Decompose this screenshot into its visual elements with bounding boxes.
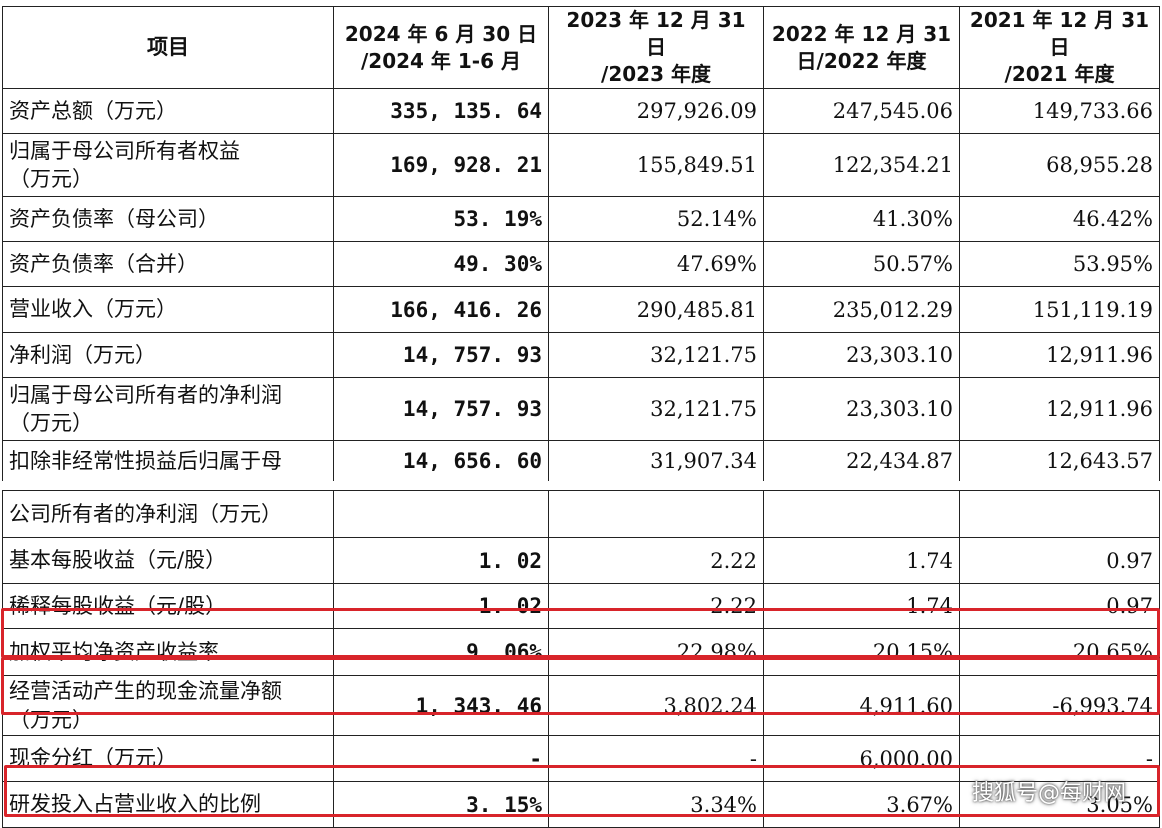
cell-2021: 149,733.66 bbox=[959, 88, 1160, 134]
cell-2022: 1.74 bbox=[763, 537, 960, 584]
cell-2021: 12,911.96 bbox=[959, 332, 1160, 378]
page-break-gap bbox=[2, 480, 1160, 491]
cell-2022: 20.15% bbox=[763, 628, 960, 676]
table-row: 扣除非经常性损益后归属于母 14, 656. 60 31,907.34 22,4… bbox=[2, 440, 1160, 481]
cell-2021: 0.97 bbox=[959, 537, 1160, 584]
row-label: 经营活动产生的现金流量净额 （万元） bbox=[2, 675, 334, 736]
row-label: 加权平均净资产收益率 bbox=[2, 628, 334, 676]
cell-2022: 41.30% bbox=[763, 196, 960, 242]
table-row: 资产负债率（母公司） 53. 19% 52.14% 41.30% 46.42% bbox=[2, 196, 1160, 242]
cell-2024: 1. 02 bbox=[333, 537, 549, 584]
row-label: 营业收入（万元） bbox=[2, 286, 334, 333]
table-row: 资产负债率（合并） 49. 30% 47.69% 50.57% 53.95% bbox=[2, 241, 1160, 287]
cell-2024 bbox=[333, 490, 549, 538]
cell-2022: 1.74 bbox=[763, 583, 960, 629]
cell-2022: 3.67% bbox=[763, 781, 960, 828]
cell-2024: 1, 343. 46 bbox=[333, 675, 549, 736]
header-2021: 2021 年 12 月 31 日/2021 年度 bbox=[959, 6, 1160, 89]
cell-2023: 3,802.24 bbox=[548, 675, 764, 736]
cell-2022: 4,911.60 bbox=[763, 675, 960, 736]
table-row: 经营活动产生的现金流量净额 （万元） 1, 343. 46 3,802.24 4,… bbox=[2, 675, 1160, 736]
cell-2021: 68,955.28 bbox=[959, 133, 1160, 197]
cell-2021 bbox=[959, 490, 1160, 538]
financial-table: 项目 2024 年 6 月 30 日/2024 年 1-6 月 2023 年 1… bbox=[2, 6, 1160, 828]
cell-2023: 52.14% bbox=[548, 196, 764, 242]
cell-2024: 53. 19% bbox=[333, 196, 549, 242]
cell-2022: 122,354.21 bbox=[763, 133, 960, 197]
cell-2024: 169, 928. 21 bbox=[333, 133, 549, 197]
row-label: 稀释每股收益（元/股） bbox=[2, 583, 334, 629]
row-label: 资产总额（万元） bbox=[2, 88, 334, 134]
cell-2024: 335, 135. 64 bbox=[333, 88, 549, 134]
cell-2022: 235,012.29 bbox=[763, 286, 960, 333]
cell-2021: 151,119.19 bbox=[959, 286, 1160, 333]
table-row: 营业收入（万元） 166, 416. 26 290,485.81 235,012… bbox=[2, 286, 1160, 333]
header-item: 项目 bbox=[2, 6, 334, 89]
header-2024: 2024 年 6 月 30 日/2024 年 1-6 月 bbox=[333, 6, 549, 89]
row-label: 公司所有者的净利润（万元） bbox=[2, 490, 334, 538]
watermark: 搜狐号@每财网 bbox=[972, 781, 1127, 806]
cell-2021: 0.97 bbox=[959, 583, 1160, 629]
cell-2023: 31,907.34 bbox=[548, 440, 764, 481]
cell-2023: 32,121.75 bbox=[548, 332, 764, 378]
cell-2023: 3.34% bbox=[548, 781, 764, 828]
cell-2024: 14, 757. 93 bbox=[333, 332, 549, 378]
cell-2023: 297,926.09 bbox=[548, 88, 764, 134]
row-label: 净利润（万元） bbox=[2, 332, 334, 378]
row-label: 基本每股收益（元/股） bbox=[2, 537, 334, 584]
cell-2021: 46.42% bbox=[959, 196, 1160, 242]
header-row: 项目 2024 年 6 月 30 日/2024 年 1-6 月 2023 年 1… bbox=[2, 6, 1160, 89]
table-row: 资产总额（万元） 335, 135. 64 297,926.09 247,545… bbox=[2, 88, 1160, 134]
table-row: 基本每股收益（元/股） 1. 02 2.22 1.74 0.97 bbox=[2, 537, 1160, 584]
cell-2021: 20.65% bbox=[959, 628, 1160, 676]
cell-2024: 166, 416. 26 bbox=[333, 286, 549, 333]
cell-2023: 155,849.51 bbox=[548, 133, 764, 197]
cell-2022: 23,303.10 bbox=[763, 377, 960, 441]
cell-2024: 14, 757. 93 bbox=[333, 377, 549, 441]
table-row: 归属于母公司所有者的净利润 （万元） 14, 757. 93 32,121.75 … bbox=[2, 377, 1160, 441]
cell-2021: 53.95% bbox=[959, 241, 1160, 287]
table-row: 稀释每股收益（元/股） 1. 02 2.22 1.74 0.97 bbox=[2, 583, 1160, 629]
row-label: 归属于母公司所有者的净利润 （万元） bbox=[2, 377, 334, 441]
cell-2021: 12,911.96 bbox=[959, 377, 1160, 441]
cell-2023 bbox=[548, 490, 764, 538]
header-2022: 2022 年 12 月 31 日/2022 年度 bbox=[763, 6, 960, 89]
row-label: 现金分红（万元） bbox=[2, 735, 334, 782]
cell-2022: 23,303.10 bbox=[763, 332, 960, 378]
table-row: 净利润（万元） 14, 757. 93 32,121.75 23,303.10 … bbox=[2, 332, 1160, 378]
cell-2023: 2.22 bbox=[548, 583, 764, 629]
row-label: 归属于母公司所有者权益 （万元） bbox=[2, 133, 334, 197]
cell-2023: 32,121.75 bbox=[548, 377, 764, 441]
table-row: 加权平均净资产收益率 9. 06% 22.98% 20.15% 20.65% bbox=[2, 628, 1160, 676]
cell-2023: 2.22 bbox=[548, 537, 764, 584]
cell-2024: 3. 15% bbox=[333, 781, 549, 828]
cell-2024: - bbox=[333, 735, 549, 782]
cell-2024: 14, 656. 60 bbox=[333, 440, 549, 481]
cell-2021: 12,643.57 bbox=[959, 440, 1160, 481]
cell-2022: 50.57% bbox=[763, 241, 960, 287]
row-label: 资产负债率（母公司） bbox=[2, 196, 334, 242]
cell-2024: 1. 02 bbox=[333, 583, 549, 629]
row-label: 研发投入占营业收入的比例 bbox=[2, 781, 334, 828]
cell-2023: 47.69% bbox=[548, 241, 764, 287]
cell-2022: 247,545.06 bbox=[763, 88, 960, 134]
cell-2022 bbox=[763, 490, 960, 538]
row-label: 扣除非经常性损益后归属于母 bbox=[2, 440, 334, 481]
row-label: 资产负债率（合并） bbox=[2, 241, 334, 287]
table-row: 归属于母公司所有者权益 （万元） 169, 928. 21 155,849.51 … bbox=[2, 133, 1160, 197]
cell-2024: 49. 30% bbox=[333, 241, 549, 287]
cell-2023: 22.98% bbox=[548, 628, 764, 676]
cell-2022: 6,000.00 bbox=[763, 735, 960, 782]
cell-2022: 22,434.87 bbox=[763, 440, 960, 481]
cell-2023: 290,485.81 bbox=[548, 286, 764, 333]
cell-2021: -6,993.74 bbox=[959, 675, 1160, 736]
cell-2024: 9. 06% bbox=[333, 628, 549, 676]
cell-2023: - bbox=[548, 735, 764, 782]
table-row: 公司所有者的净利润（万元） bbox=[2, 490, 1160, 538]
header-2023: 2023 年 12 月 31 日/2023 年度 bbox=[548, 6, 764, 89]
